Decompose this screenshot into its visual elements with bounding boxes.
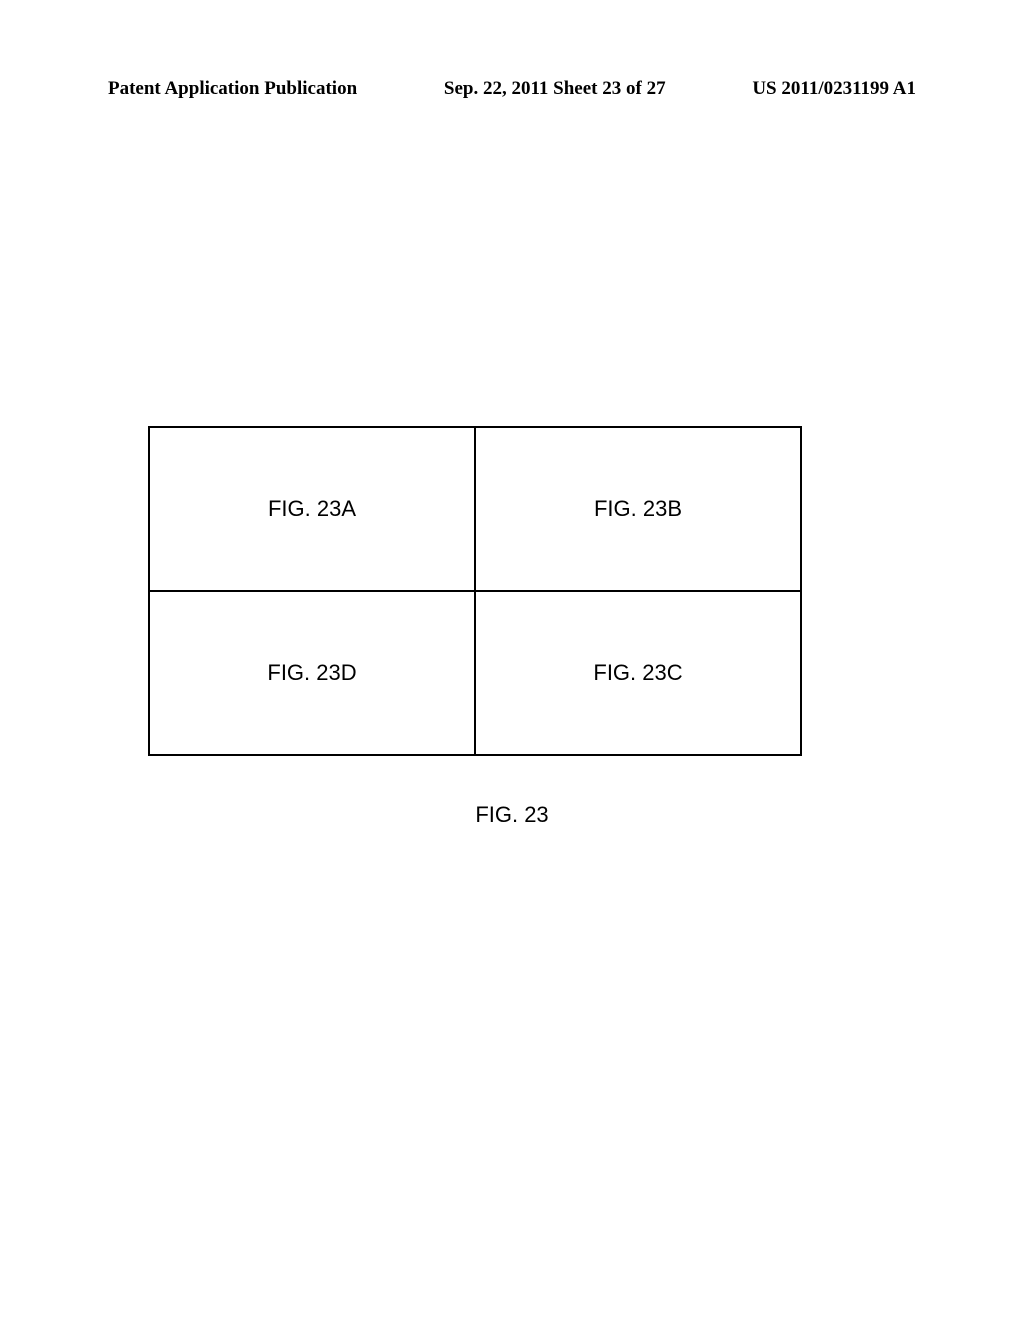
table-row: FIG. 23A FIG. 23B xyxy=(149,427,801,591)
figure-reference-table: FIG. 23A FIG. 23B FIG. 23D FIG. 23C xyxy=(148,426,802,756)
figure-cell-bottom-left: FIG. 23D xyxy=(149,591,475,755)
page-header: Patent Application Publication Sep. 22, … xyxy=(0,78,1024,100)
figure-cell-top-right: FIG. 23B xyxy=(475,427,801,591)
figure-caption: FIG. 23 xyxy=(0,802,1024,828)
figure-cell-bottom-right: FIG. 23C xyxy=(475,591,801,755)
date-sheet-label: Sep. 22, 2011 Sheet 23 of 27 xyxy=(444,78,666,100)
publication-label: Patent Application Publication xyxy=(108,78,357,100)
figure-cell-top-left: FIG. 23A xyxy=(149,427,475,591)
table-row: FIG. 23D FIG. 23C xyxy=(149,591,801,755)
patent-number-label: US 2011/0231199 A1 xyxy=(752,78,916,100)
